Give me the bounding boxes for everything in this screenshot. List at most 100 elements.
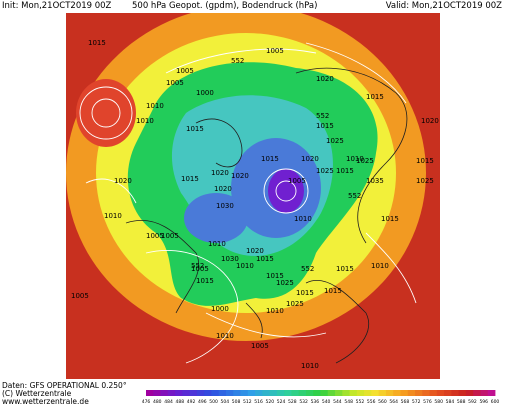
pressure-label: 1015 — [88, 39, 106, 47]
scale-swatch — [262, 390, 271, 396]
pressure-label: 1025 — [416, 177, 434, 185]
scale-tick-label: 516 — [254, 399, 263, 405]
scale-swatch — [400, 390, 409, 396]
pressure-label: 1005 — [146, 232, 164, 240]
pressure-label: 1015 — [336, 265, 354, 273]
pressure-label: 1015 — [316, 122, 334, 130]
copyright: (C) Wetterzentrale — [2, 389, 72, 398]
data-source: Daten: GFS OPERATIONAL 0.250° — [2, 381, 127, 390]
scale-swatch — [218, 390, 227, 396]
scale-tick-label: 596 — [479, 399, 488, 405]
pressure-label: 552 — [316, 112, 329, 120]
pressure-label: 552 — [301, 265, 314, 273]
pressure-label: 1030 — [216, 202, 234, 210]
high-pressure-ridge — [76, 79, 136, 147]
scale-swatch — [182, 390, 191, 396]
scale-tick-label: 504 — [221, 399, 230, 405]
isobar-line — [145, 249, 239, 364]
pressure-label: 1015 — [381, 215, 399, 223]
scale-tick-label: 572 — [412, 399, 421, 405]
scale-swatch — [422, 390, 430, 396]
pressure-label: 1015 — [261, 155, 279, 163]
pressure-label: 1005 — [288, 177, 306, 185]
geopotential-map: 1015101010051010102010051015552102010151… — [66, 13, 440, 379]
scale-swatch — [189, 390, 198, 396]
scale-swatch — [196, 390, 205, 396]
pressure-label: 1015 — [256, 255, 274, 263]
pressure-label: 1025 — [356, 157, 374, 165]
scale-tick-label: 592 — [468, 399, 477, 405]
scale-bar — [146, 390, 496, 396]
pressure-label: 1015 — [186, 125, 204, 133]
pressure-label: 1005 — [176, 67, 194, 75]
scale-swatch — [487, 390, 496, 396]
scale-tick-label: 524 — [277, 399, 286, 405]
scale-swatch — [305, 390, 314, 396]
scale-swatch — [211, 390, 220, 396]
scale-swatch — [371, 390, 380, 396]
scale-tick-label: 492 — [187, 399, 196, 405]
pressure-label: 1025 — [276, 279, 294, 287]
scale-tick-label: 480 — [153, 399, 162, 405]
pressure-label: 1025 — [286, 300, 304, 308]
scale-tick-label: 576 — [423, 399, 432, 405]
scale-tick-label: 584 — [446, 399, 455, 405]
scale-swatch — [473, 390, 481, 396]
scale-tick-label: 500 — [209, 399, 218, 405]
scale-tick-label: 580 — [434, 399, 443, 405]
pressure-label: 1010 — [294, 215, 312, 223]
pressure-label: 1015 — [296, 289, 314, 297]
website: www.wetterzentrale.de — [2, 397, 89, 406]
pressure-label: 1020 — [214, 185, 232, 193]
coastline-europe — [305, 280, 369, 364]
scale-swatch — [429, 390, 438, 396]
scale-swatch — [298, 390, 307, 396]
pressure-labels: 1015101010051010102010051015552102010151… — [71, 39, 439, 370]
pressure-label: 1020 — [246, 247, 264, 255]
pressure-label: 1015 — [324, 287, 342, 295]
pressure-label: 1010 — [371, 262, 389, 270]
scale-tick-label: 488 — [175, 399, 184, 405]
pressure-label: 1010 — [216, 332, 234, 340]
scale-swatch — [240, 390, 249, 396]
scale-swatch — [407, 390, 416, 396]
blue-trough-west — [184, 193, 248, 243]
isobar-line — [205, 312, 327, 338]
pressure-label: 1015 — [196, 277, 214, 285]
map-title: 500 hPa Geopot. (gpdm), Bodendruck (hPa) — [132, 1, 318, 11]
pressure-label: 1005 — [166, 79, 184, 87]
pressure-label: 1005 — [266, 47, 284, 55]
scale-tick-label: 568 — [401, 399, 410, 405]
scale-tick-label: 484 — [164, 399, 173, 405]
pressure-label: 1015 — [416, 157, 434, 165]
pressure-label: 1015 — [181, 175, 199, 183]
pressure-label: 1030 — [221, 255, 239, 263]
pressure-label: 1000 — [196, 89, 214, 97]
scale-tick-label: 540 — [322, 399, 331, 405]
pressure-label: 1015 — [336, 167, 354, 175]
scale-swatch — [204, 390, 212, 396]
pressure-label: 1005 — [71, 292, 89, 300]
scale-swatch — [269, 390, 278, 396]
scale-swatch — [225, 390, 234, 396]
pressure-label: 1005 — [161, 232, 179, 240]
init-time: Init: Mon,21OCT2019 00Z — [2, 1, 112, 11]
pressure-label: 1010 — [346, 155, 364, 163]
pressure-label: 1025 — [326, 137, 344, 145]
pressure-label: 1010 — [146, 102, 164, 110]
valid-time: Valid: Mon,21OCT2019 00Z — [385, 1, 502, 11]
scale-tick-label: 520 — [266, 399, 275, 405]
scale-swatch — [146, 390, 154, 396]
pressure-label: 552 — [191, 262, 204, 270]
scale-tick-label: 588 — [457, 399, 466, 405]
scale-swatch — [284, 390, 292, 396]
scale-tick-label: 548 — [344, 399, 353, 405]
scale-swatch — [385, 390, 394, 396]
pressure-label: 1010 — [104, 212, 122, 220]
weather-map: 1015 1010 1005 1010 1020 1005 1015 552 1020 1015 1… — [66, 13, 440, 379]
isobar-line — [165, 48, 317, 74]
scale-swatch — [313, 390, 321, 396]
scale-swatch — [356, 390, 365, 396]
pressure-label: 1035 — [366, 177, 384, 185]
pressure-label: 1020 — [316, 75, 334, 83]
